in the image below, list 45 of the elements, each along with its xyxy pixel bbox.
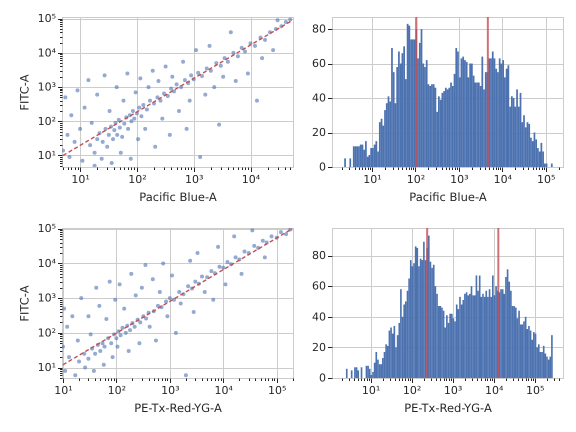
x-tick-label: 10³ xyxy=(444,384,462,397)
y-tick-label: 60 xyxy=(312,57,326,70)
x-tick-label: 10⁴ xyxy=(484,384,504,397)
x-axis-title: Pacific Blue-A xyxy=(139,190,217,204)
y-tick-label: 40 xyxy=(312,92,326,105)
x-tick-label: 10² xyxy=(108,384,126,397)
y-tick-label: 10³ xyxy=(38,292,56,305)
y-tick-label: 20 xyxy=(312,340,326,354)
x-tick-label: 10¹ xyxy=(54,384,73,397)
x-tick-label: 10⁵ xyxy=(526,384,544,397)
x-tick-label: 10¹ xyxy=(362,384,380,397)
x-tick-label: 10⁵ xyxy=(268,384,286,397)
x-tick-label: 10² xyxy=(406,173,426,186)
x-axis-title: PE-Tx-Red-YG-A xyxy=(134,401,222,415)
x-tick-label: 10⁴ xyxy=(242,173,261,186)
y-tick-label: 10¹ xyxy=(38,148,56,162)
x-tick-label: 10¹ xyxy=(363,173,382,186)
y-tick-label: 10⁴ xyxy=(38,256,57,270)
y-tick-label: 60 xyxy=(312,280,326,293)
y-tick-label: 10³ xyxy=(38,80,56,94)
x-tick-label: 10⁴ xyxy=(494,173,513,186)
y-tick-label: 0 xyxy=(319,160,326,174)
x-tick-label: 10⁵ xyxy=(537,173,556,186)
y-tick-label: 10¹ xyxy=(38,361,56,374)
x-tick-label: 10⁴ xyxy=(214,384,234,397)
x-tick-label: 10² xyxy=(128,173,147,186)
y-tick-label: 80 xyxy=(312,22,326,36)
y-tick-label: 10² xyxy=(38,114,56,128)
y-axis-title: FITC-A xyxy=(18,285,32,322)
y-tick-label: 10⁵ xyxy=(38,222,56,236)
x-axis-title: PE-Tx-Red-YG-A xyxy=(404,401,492,415)
y-tick-label: 0 xyxy=(319,372,326,384)
y-tick-label: 10² xyxy=(38,326,56,340)
x-tick-label: 10³ xyxy=(161,384,180,397)
y-tick-label: 40 xyxy=(312,310,326,324)
x-axis-title: Pacific Blue-A xyxy=(409,190,487,204)
y-tick-label: 10⁴ xyxy=(38,46,57,60)
x-tick-label: 10² xyxy=(402,384,422,397)
x-tick-label: 10¹ xyxy=(71,173,90,186)
y-axis-title: FITC-A xyxy=(18,74,32,111)
y-tick-label: 80 xyxy=(312,249,326,262)
x-tick-label: 10³ xyxy=(184,173,204,186)
x-tick-label: 10³ xyxy=(450,173,469,186)
y-tick-label: 10⁵ xyxy=(38,12,56,26)
y-tick-label: 20 xyxy=(312,126,326,140)
